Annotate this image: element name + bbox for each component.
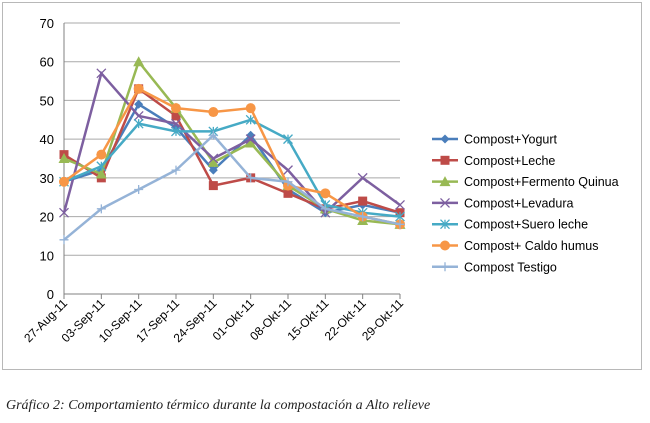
legend-label: Compost+Suero leche	[464, 218, 588, 232]
data-point	[134, 99, 144, 109]
data-point	[133, 110, 144, 121]
data-point	[245, 103, 256, 114]
y-tick-label: 40	[40, 132, 54, 147]
data-point	[395, 219, 405, 229]
data-point	[171, 118, 181, 129]
data-point	[208, 153, 219, 164]
legend-marker	[439, 176, 451, 187]
data-point	[246, 173, 256, 183]
data-point	[171, 126, 181, 137]
data-point	[208, 181, 218, 191]
data-point	[96, 149, 107, 160]
data-point	[283, 134, 293, 145]
data-point	[171, 103, 181, 114]
series-line	[62, 70, 401, 215]
data-point	[96, 161, 107, 172]
legend-marker	[440, 262, 450, 272]
data-point	[59, 207, 69, 218]
data-point	[358, 212, 368, 222]
data-point	[59, 176, 69, 187]
y-tick-label: 50	[40, 93, 54, 108]
data-point	[283, 177, 293, 187]
data-point	[134, 184, 144, 194]
data-point	[320, 204, 330, 214]
data-point	[283, 165, 293, 176]
legend-marker	[440, 155, 450, 165]
legend-label: Compost+Yogurt	[464, 133, 558, 147]
series-line	[63, 87, 401, 226]
y-tick-label: 60	[40, 55, 54, 70]
y-tick-label: 20	[40, 210, 54, 225]
legend-marker	[440, 240, 450, 251]
legend-label: Compost+Leche	[464, 154, 555, 168]
legend-marker	[440, 219, 450, 230]
legend-marker	[440, 197, 450, 208]
series-line	[63, 133, 401, 241]
data-point	[357, 172, 368, 183]
data-point	[133, 118, 144, 129]
y-tick-label: 30	[40, 171, 54, 186]
legend-label: Compost+Levadura	[464, 196, 573, 210]
series-line	[63, 59, 401, 226]
series-line	[63, 118, 401, 218]
data-point	[59, 235, 69, 245]
data-point	[208, 130, 218, 140]
data-point	[171, 111, 181, 121]
data-point	[96, 204, 106, 214]
data-point	[320, 188, 331, 199]
data-point	[208, 165, 218, 175]
line-chart: 01020304050607027-Aug-1103-Sep-1110-Sep-…	[21, 16, 619, 345]
legend-label: Compost Testigo	[464, 260, 557, 274]
data-point	[245, 134, 256, 145]
data-point	[95, 168, 107, 179]
legend-marker	[440, 134, 450, 144]
legend-label: Compost+ Caldo humus	[464, 239, 598, 253]
chart-frame	[2, 2, 642, 370]
data-point	[245, 137, 257, 148]
data-point	[96, 68, 107, 79]
data-point	[171, 165, 181, 175]
data-point	[133, 56, 145, 67]
series-line	[63, 102, 401, 215]
data-point	[133, 83, 144, 94]
x-tick-label: 29-Okt-11	[359, 296, 406, 343]
data-point	[207, 156, 219, 167]
data-point	[58, 153, 70, 163]
y-tick-label: 10	[40, 248, 54, 263]
data-point	[283, 188, 293, 198]
data-point	[395, 199, 405, 210]
legend-label: Compost+Fermento Quinua	[464, 175, 619, 189]
data-point	[358, 196, 368, 206]
data-point	[208, 107, 219, 118]
y-tick-label: 0	[47, 287, 54, 302]
y-tick-label: 70	[40, 16, 54, 31]
figure-caption: Gráfico 2: Comportamiento térmico durant…	[6, 398, 431, 413]
